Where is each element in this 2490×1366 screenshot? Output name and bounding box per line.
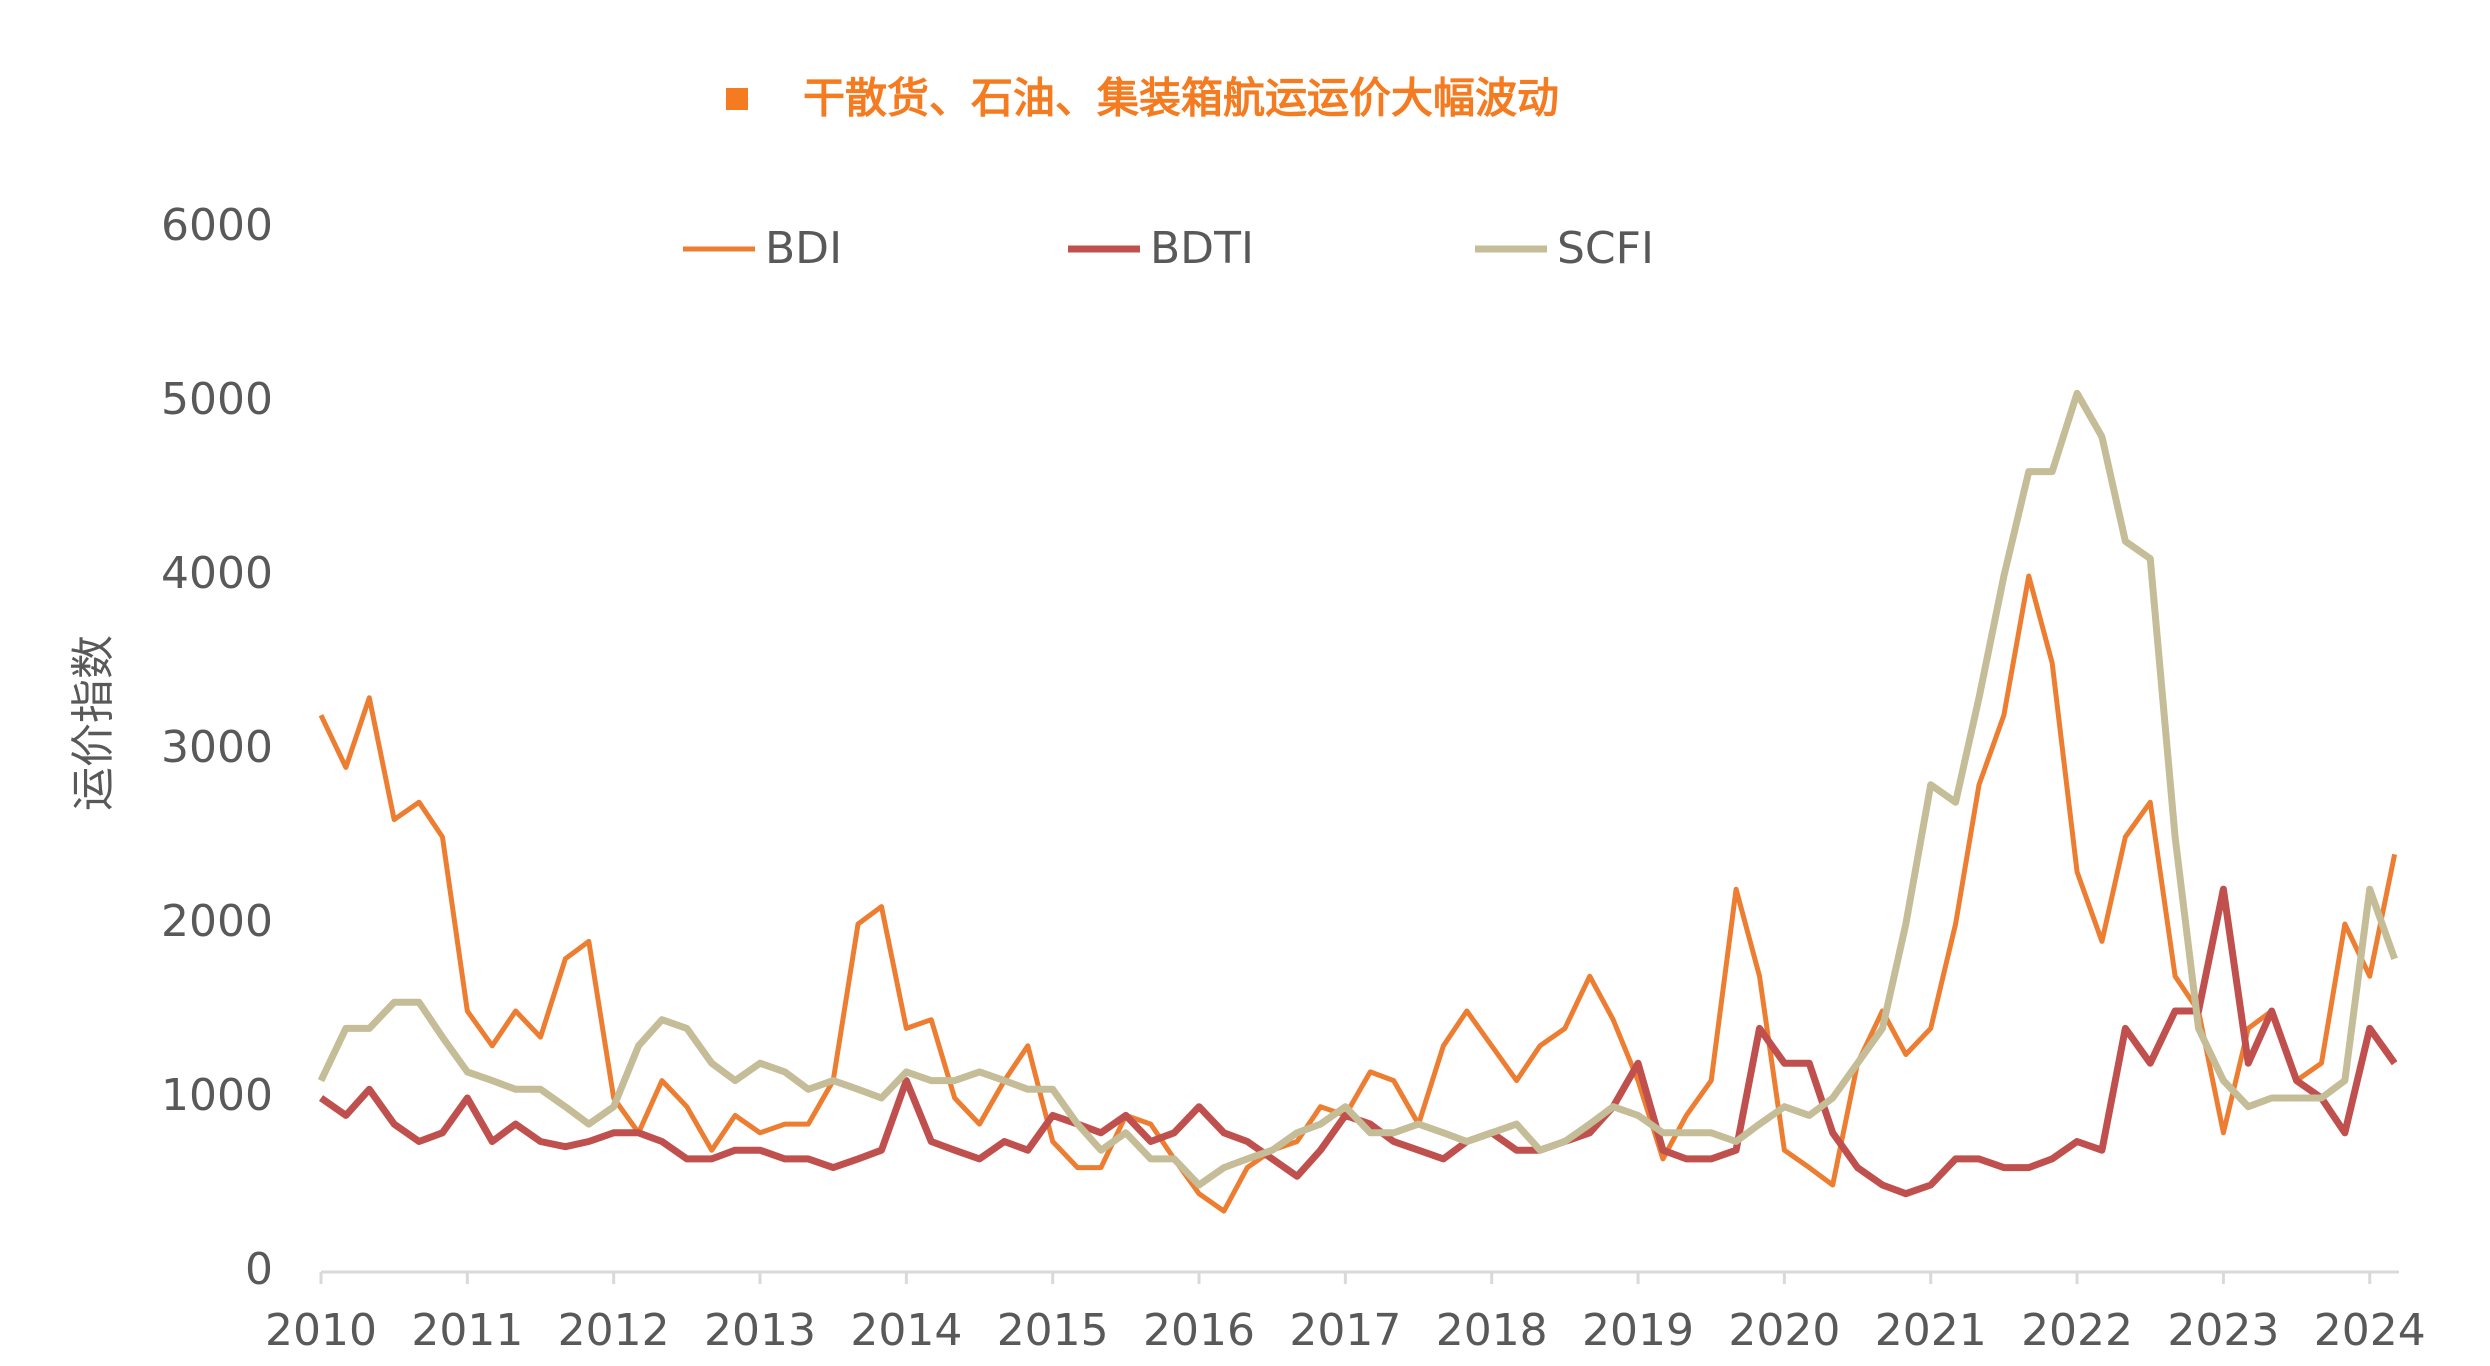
x-tick-label: 2022 xyxy=(2021,1305,2133,1356)
y-tick-label: 2000 xyxy=(161,896,273,947)
title-bullet xyxy=(726,88,748,110)
x-tick-label: 2016 xyxy=(1143,1305,1255,1356)
x-tick-label: 2021 xyxy=(1875,1305,1987,1356)
y-tick-label: 0 xyxy=(245,1244,273,1295)
x-tick-label: 2014 xyxy=(850,1305,962,1356)
legend-label: BDI xyxy=(765,223,842,274)
x-tick-label: 2023 xyxy=(2167,1305,2279,1356)
line-series xyxy=(317,389,2398,1189)
y-tick-label: 5000 xyxy=(161,374,273,425)
line-series xyxy=(318,885,2398,1198)
legend-label: SCFI xyxy=(1557,223,1654,274)
x-tick-label: 2012 xyxy=(558,1305,670,1356)
y-tick-label: 1000 xyxy=(161,1070,273,1121)
y-axis-label: 运价指数 xyxy=(68,635,119,811)
chart-title: 干散货、石油、集装箱航运运价大幅波动 xyxy=(803,74,1559,123)
x-tick-label: 2011 xyxy=(411,1305,523,1356)
y-tick-label: 6000 xyxy=(161,200,273,251)
x-tick-label: 2024 xyxy=(2314,1305,2426,1356)
x-tick-label: 2017 xyxy=(1289,1305,1401,1356)
x-tick-label: 2010 xyxy=(265,1305,377,1356)
y-tick-label: 4000 xyxy=(161,548,273,599)
y-tick-label: 3000 xyxy=(161,722,273,773)
x-tick-label: 2020 xyxy=(1728,1305,1840,1356)
line-series xyxy=(318,573,2398,1214)
x-tick-label: 2019 xyxy=(1582,1305,1694,1356)
x-tick-label: 2015 xyxy=(997,1305,1109,1356)
x-tick-label: 2013 xyxy=(704,1305,816,1356)
legend-label: BDTI xyxy=(1150,223,1254,274)
x-tick-label: 2018 xyxy=(1436,1305,1548,1356)
